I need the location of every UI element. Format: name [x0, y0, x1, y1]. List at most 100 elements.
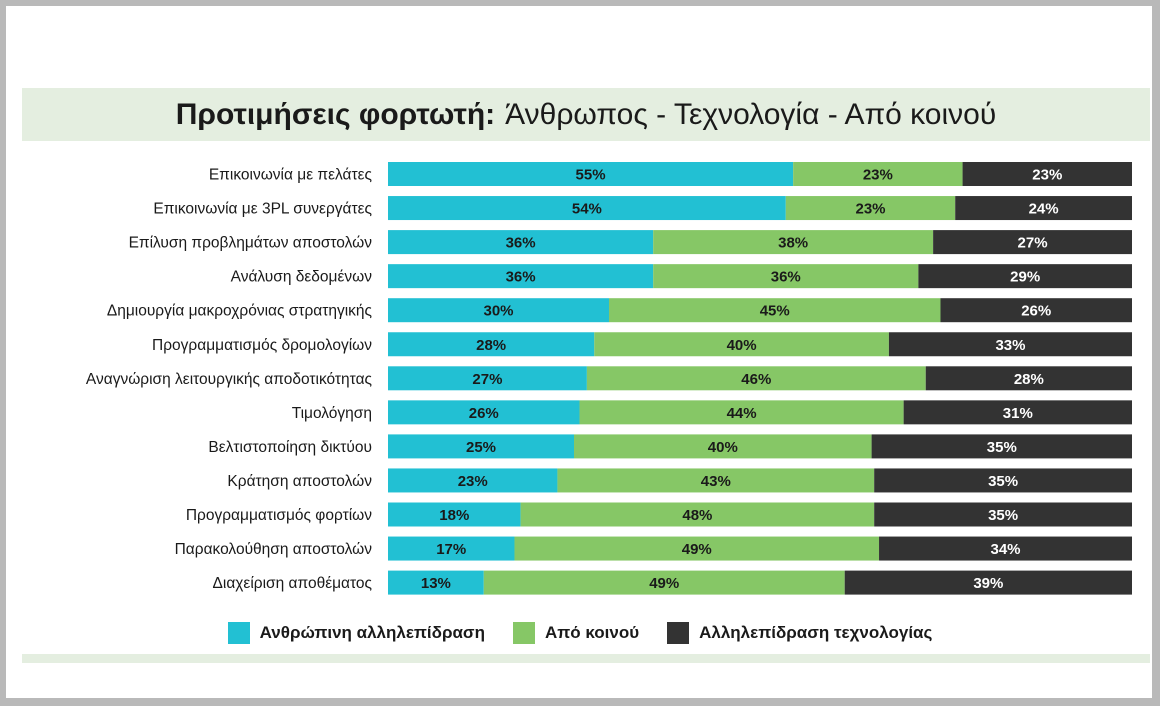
- bar-row: Ανάλυση δεδομένων 36% 36% 29%: [231, 264, 1132, 289]
- legend-swatch: [227, 622, 250, 644]
- category-label: Διαχείριση αποθέματος: [213, 575, 372, 592]
- data-label: 48%: [682, 507, 712, 524]
- bar-segment: [388, 434, 574, 459]
- category-label: Επικοινωνία με 3PL συνεργάτες: [153, 201, 372, 218]
- data-label: 40%: [727, 337, 757, 354]
- data-label: 27%: [1018, 235, 1048, 252]
- data-label: 38%: [778, 235, 808, 252]
- bar-row: Κράτηση αποστολών 23% 43% 35%: [227, 468, 1132, 493]
- data-label: 23%: [855, 201, 885, 218]
- bar-segment: [388, 400, 580, 425]
- data-label: 40%: [708, 439, 738, 456]
- bar-row: Προγραμματισμός φορτίων 18% 48% 35%: [186, 502, 1132, 527]
- bar-segment: [874, 502, 1132, 527]
- data-label: 49%: [649, 575, 679, 592]
- bar-segment: [388, 162, 794, 186]
- title-band: [22, 88, 1150, 141]
- bar-segment: [388, 230, 654, 255]
- bar-segment: [388, 468, 558, 493]
- category-label: Επικοινωνία με πελάτες: [209, 167, 372, 184]
- data-label: 34%: [991, 541, 1021, 558]
- bar-segment: [918, 264, 1132, 289]
- data-label: 23%: [1032, 167, 1062, 184]
- bar-segment: [388, 502, 521, 527]
- bar-segment: [871, 434, 1132, 459]
- data-label: 29%: [1010, 269, 1040, 286]
- bar-segment: [962, 162, 1132, 186]
- category-label: Κράτηση αποστολών: [227, 473, 372, 490]
- data-label: 27%: [472, 371, 502, 388]
- data-label: 35%: [988, 507, 1018, 524]
- bar-segment: [903, 400, 1132, 425]
- chart-title-rest: Άνθρωπος - Τεχνολογία - Από κοινού: [505, 97, 997, 131]
- bar-segment: [586, 366, 926, 391]
- data-label: 36%: [506, 269, 536, 286]
- bar-segment: [608, 298, 941, 323]
- bar-row: Αναγνώριση λειτουργικής αποδοτικότητας 27…: [86, 366, 1132, 391]
- data-label: 35%: [988, 473, 1018, 490]
- bar-segment: [388, 196, 786, 221]
- bar-row: Επίλυση προβλημάτων αποστολών 36% 38% 27%: [129, 230, 1132, 255]
- legend-swatch: [512, 622, 535, 644]
- bar-segment: [925, 366, 1132, 391]
- bar-row: Προγραμματισμός δρομολογίων 28% 40% 33%: [152, 332, 1132, 357]
- legend-label: Ανθρώπινη αλληλεπίδραση: [259, 623, 485, 642]
- legend-item: Ανθρώπινη αλληλεπίδραση: [227, 622, 485, 644]
- data-label: 24%: [1029, 201, 1059, 218]
- chart-title-bold: Προτιμήσεις φορτωτή:: [175, 97, 496, 131]
- bar-segment: [933, 230, 1132, 255]
- bar-row: Τιμολόγηση 26% 44% 31%: [292, 400, 1132, 425]
- bar-row: Δημιουργία μακροχρόνιας στρατηγικής 30% 45…: [107, 298, 1132, 323]
- bar-segment: [940, 298, 1132, 323]
- chart-title: Προτιμήσεις φορτωτή: Άνθρωπος - Τεχνολογί…: [22, 88, 1150, 141]
- legend-item: Αλληλεπίδραση τεχνολογίας: [667, 622, 932, 644]
- bar-segment: [888, 332, 1132, 357]
- data-label: 35%: [987, 439, 1017, 456]
- bar-row: Επικοινωνία με 3PL συνεργάτες 54% 23% 24%: [153, 196, 1132, 221]
- bar-segment: [388, 298, 609, 323]
- bar-segment: [653, 230, 934, 255]
- bar-segment: [483, 570, 845, 595]
- data-label: 36%: [506, 235, 536, 252]
- category-label: Αναγνώριση λειτουργικής αποδοτικότητας: [86, 371, 372, 388]
- bar-segment: [514, 536, 880, 561]
- data-label: 30%: [483, 303, 513, 320]
- category-label: Επίλυση προβλημάτων αποστολών: [129, 235, 373, 252]
- data-label: 26%: [1021, 303, 1051, 320]
- data-label: 23%: [863, 167, 893, 184]
- bar-segment: [557, 468, 875, 493]
- data-label: 55%: [576, 167, 606, 184]
- data-label: 39%: [973, 575, 1003, 592]
- bar-segment: [793, 162, 963, 186]
- data-label: 28%: [1014, 371, 1044, 388]
- category-label: Προγραμματισμός φορτίων: [186, 507, 372, 524]
- data-label: 26%: [469, 405, 499, 422]
- bar-segment: [594, 332, 889, 357]
- category-label: Προγραμματισμός δρομολογίων: [152, 337, 372, 354]
- bottom-band: [22, 654, 1150, 663]
- data-label: 45%: [760, 303, 790, 320]
- bar-segment: [388, 570, 484, 595]
- category-label: Τιμολόγηση: [292, 405, 372, 422]
- data-label: 18%: [439, 507, 469, 524]
- data-label: 44%: [727, 405, 757, 422]
- data-label: 43%: [701, 473, 731, 490]
- category-label: Ανάλυση δεδομένων: [231, 269, 373, 286]
- bar-row: Επικοινωνία με πελάτες 55% 23% 23%: [209, 162, 1132, 186]
- legend-swatch: [667, 622, 690, 644]
- data-label: 46%: [741, 371, 771, 388]
- bar-segment: [574, 434, 872, 459]
- data-label: 25%: [466, 439, 496, 456]
- bar-segment: [874, 468, 1132, 493]
- bar-segment: [579, 400, 904, 425]
- bar-segment: [785, 196, 956, 221]
- category-label: Δημιουργία μακροχρόνιας στρατηγικής: [107, 303, 372, 320]
- category-label: Βελτιστοποίηση δικτύου: [208, 439, 372, 456]
- bar-segment: [844, 570, 1132, 595]
- legend: Ανθρώπινη αλληλεπίδραση Από κοινού Αλληλεπ…: [0, 620, 1160, 646]
- data-label: 49%: [682, 541, 712, 558]
- legend-label: Από κοινού: [544, 623, 640, 642]
- category-label: Παρακολούθηση αποστολών: [175, 541, 373, 558]
- data-label: 33%: [995, 337, 1025, 354]
